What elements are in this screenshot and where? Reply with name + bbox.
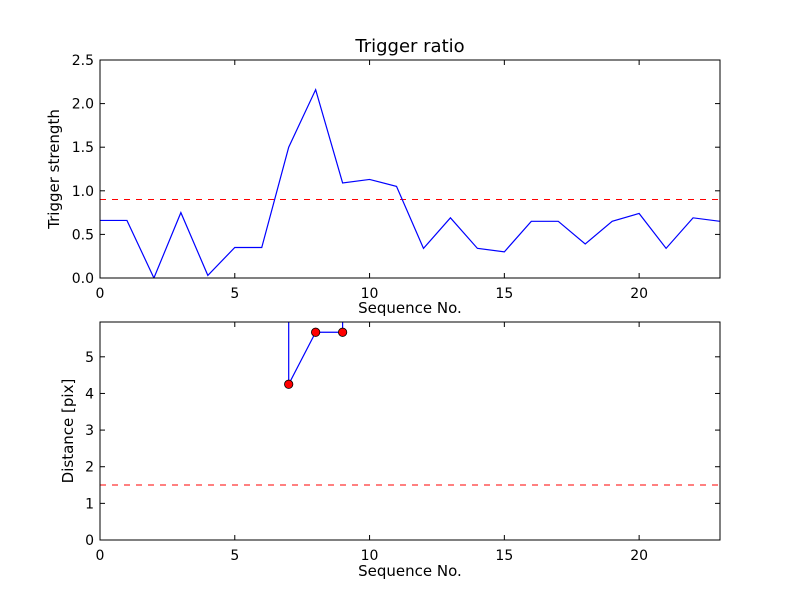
y-axis-label: Trigger strength <box>45 109 63 230</box>
y-tick-label: 0.0 <box>72 271 94 287</box>
ticks: 0 5 10 15 20 0.0 0.5 1.0 1.5 2.0 2.5 <box>72 53 720 302</box>
x-tick-label: 10 <box>361 548 379 564</box>
data-point <box>311 327 321 337</box>
x-axis-label: Sequence No. <box>358 299 462 317</box>
x-tick-label: 5 <box>230 286 239 302</box>
y-tick-label: 1 <box>85 496 94 512</box>
y-tick-label: 3 <box>85 423 94 439</box>
x-tick-label: 0 <box>96 286 105 302</box>
x-tick-label: 20 <box>630 548 648 564</box>
x-tick-label: 5 <box>230 548 239 564</box>
y-tick-label: 1.0 <box>72 184 94 200</box>
y-tick-label: 2 <box>85 460 94 476</box>
y-tick-label: 4 <box>85 386 94 402</box>
x-tick-label: 15 <box>495 548 513 564</box>
series-line <box>100 87 720 278</box>
plot-area <box>100 322 720 540</box>
axes-frame <box>99 59 721 279</box>
x-tick-label: 10 <box>361 286 379 302</box>
chart-title: Trigger ratio <box>354 36 464 57</box>
y-tick-label: 2.0 <box>72 97 94 113</box>
x-axis-label: Sequence No. <box>358 562 462 580</box>
x-tick-label: 15 <box>495 286 513 302</box>
trigger-ratio-axes: 0 5 10 15 20 0.0 0.5 1.0 1.5 2.0 2.5 Trigger ratio… <box>45 36 721 317</box>
y-tick-label: 2.5 <box>72 53 94 69</box>
chart-marks <box>100 322 720 486</box>
data-point <box>338 327 348 337</box>
ticks: 0 5 10 15 20 0 1 2 3 4 5 <box>85 322 720 564</box>
plot-clip <box>100 87 720 278</box>
x-tick-label: 20 <box>630 286 648 302</box>
chart-marks <box>100 87 720 278</box>
distance-axes: 0 5 10 15 20 0 1 2 3 4 5 Sequence No. Distance [pi… <box>59 321 721 580</box>
y-tick-label: 5 <box>85 350 94 366</box>
y-axis-label: Distance [pix] <box>59 379 77 484</box>
x-tick-label: 0 <box>96 548 105 564</box>
y-tick-label: 1.5 <box>72 140 94 156</box>
y-tick-label: 0 <box>85 533 94 549</box>
plot-area <box>100 60 720 278</box>
data-point <box>284 379 294 389</box>
axes-frame <box>99 321 721 541</box>
y-tick-label: 0.5 <box>72 227 94 243</box>
